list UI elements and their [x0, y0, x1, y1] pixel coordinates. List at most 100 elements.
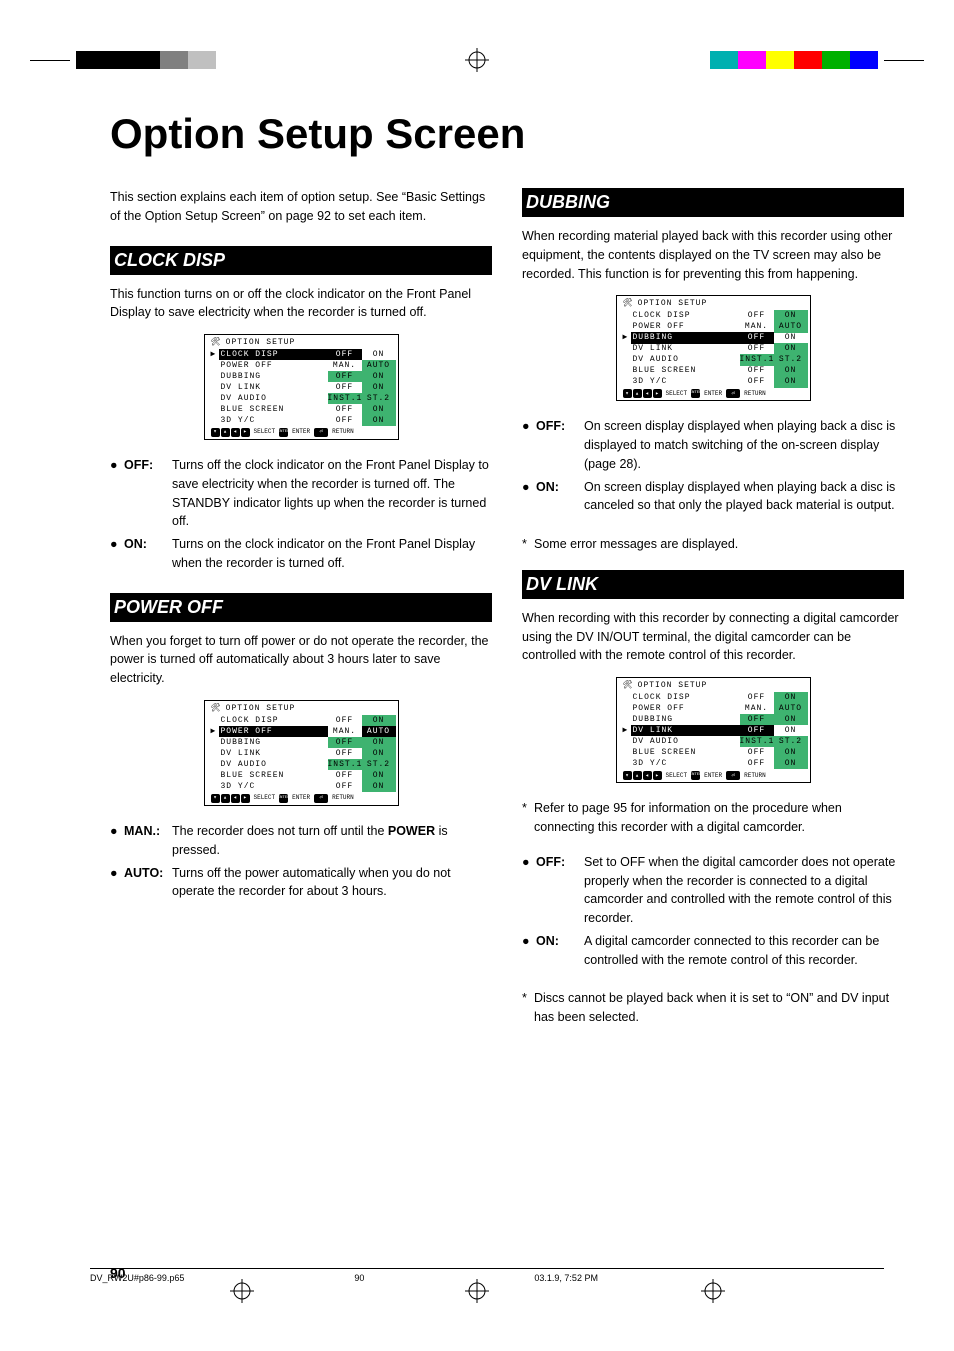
enter-key-icon: ENTER [279, 794, 288, 803]
osd-option: INST.1 [328, 759, 362, 770]
osd-row: DV LINKOFFON [619, 343, 808, 354]
osd-row-label: 3D Y/C [631, 376, 740, 387]
color-swatch [188, 51, 216, 69]
osd-option: ON [362, 770, 396, 781]
osd-row-label: CLOCK DISP [631, 692, 740, 703]
section-body: When you forget to turn off power or do … [110, 632, 492, 688]
bullet-dot-icon: ● [110, 822, 124, 860]
osd-option: AUTO [362, 360, 396, 371]
osd-row-label: DV AUDIO [631, 736, 740, 747]
osd-row-label: BLUE SCREEN [631, 747, 740, 758]
osd-screenshot-dubbing: 🛠OPTION SETUPCLOCK DISPOFFONPOWER OFFMAN… [616, 295, 811, 401]
osd-option: OFF [740, 376, 774, 387]
osd-option: ON [774, 747, 808, 758]
return-key-icon: ⏎ [314, 794, 328, 803]
bullet-label: OFF: [124, 456, 172, 531]
osd-row: POWER OFFMAN.AUTO [619, 703, 808, 714]
section-header-power-off: POWER OFF [110, 593, 492, 622]
pointer-icon: ▶ [623, 332, 631, 343]
osd-option: ON [362, 371, 396, 382]
bullet-text: Set to OFF when the digital camcorder do… [584, 853, 904, 928]
bullet-item: ●ON:On screen display displayed when pla… [522, 478, 904, 516]
osd-option: ON [774, 376, 808, 387]
osd-row: DV LINKOFFON [207, 748, 396, 759]
osd-option: ON [362, 715, 396, 726]
osd-option: ON [774, 758, 808, 769]
footnote-text: Discs cannot be played back when it is s… [534, 989, 904, 1027]
bullet-list: ●MAN.:The recorder does not turn off unt… [110, 822, 492, 901]
osd-option: ST.2 [774, 354, 808, 365]
enter-key-icon: ENTER [691, 771, 700, 780]
osd-row-label: DV LINK [219, 382, 328, 393]
footnote-star: * [522, 535, 534, 554]
bullet-text: Turns on the clock indicator on the Fron… [172, 535, 492, 573]
bullet-item: ●OFF:Turns off the clock indicator on th… [110, 456, 492, 531]
color-swatch [738, 51, 766, 69]
color-swatch [160, 51, 188, 69]
tools-icon: 🛠 [623, 680, 634, 691]
osd-option: ON [774, 332, 808, 343]
osd-title: 🛠OPTION SETUP [207, 337, 396, 348]
bullet-label: OFF: [536, 417, 584, 473]
osd-option: OFF [328, 781, 362, 792]
section-body: This function turns on or off the clock … [110, 285, 492, 323]
osd-row-label: DV LINK [631, 725, 740, 736]
bullet-dot-icon: ● [522, 853, 536, 928]
color-swatch [132, 51, 160, 69]
osd-row-label: CLOCK DISP [219, 349, 328, 360]
print-footer: DV_RW2U#p86-99.p65 90 03.1.9, 7:52 PM [90, 1268, 884, 1283]
osd-option: ON [362, 737, 396, 748]
tools-icon: 🛠 [211, 703, 222, 714]
osd-footer: ▾▴◂▸SELECTENTERENTER⏎RETURN [619, 769, 808, 780]
osd-option: OFF [328, 748, 362, 759]
footnote-text: Refer to page 95 for information on the … [534, 799, 904, 837]
page-content: Option Setup Screen This section explain… [110, 110, 904, 1241]
osd-option: ON [774, 343, 808, 354]
color-swatch [216, 51, 244, 69]
osd-option: OFF [740, 758, 774, 769]
osd-row: ▶DV LINKOFFON [619, 725, 808, 736]
osd-row: DUBBINGOFFON [207, 371, 396, 382]
footnote-star: * [522, 799, 534, 837]
footnote: * Refer to page 95 for information on th… [522, 799, 904, 837]
color-swatch [766, 51, 794, 69]
bullet-label: ON: [536, 932, 584, 970]
crop-color-bars-left [76, 51, 244, 69]
section-header-label: CLOCK DISP [114, 250, 225, 270]
arrow-keys-icon: ▾▴◂▸ [623, 771, 662, 780]
bullet-dot-icon: ● [110, 864, 124, 902]
osd-row-label: BLUE SCREEN [631, 365, 740, 376]
osd-option: OFF [740, 725, 774, 736]
section-header-dv-link: DV LINK [522, 570, 904, 599]
osd-footer: ▾▴◂▸SELECTENTERENTER⏎RETURN [207, 426, 396, 437]
osd-option: ST.2 [362, 759, 396, 770]
bullet-label: ON: [536, 478, 584, 516]
osd-option: ST.2 [774, 736, 808, 747]
osd-option: OFF [328, 371, 362, 382]
osd-option: OFF [328, 404, 362, 415]
osd-option: OFF [740, 747, 774, 758]
return-key-icon: ⏎ [726, 771, 740, 780]
osd-option: ON [362, 781, 396, 792]
bullet-list: ●OFF:Set to OFF when the digital camcord… [522, 853, 904, 970]
color-swatch [76, 51, 104, 69]
osd-option: INST.1 [328, 393, 362, 404]
crop-line [30, 60, 70, 61]
bullet-label: AUTO: [124, 864, 172, 902]
osd-row: 3D Y/COFFON [207, 781, 396, 792]
osd-footer-select: SELECT [254, 794, 276, 802]
osd-title: 🛠OPTION SETUP [619, 298, 808, 309]
osd-row-label: BLUE SCREEN [219, 770, 328, 781]
footnote: * Discs cannot be played back when it is… [522, 989, 904, 1027]
osd-row-label: POWER OFF [219, 360, 328, 371]
section-body: When recording material played back with… [522, 227, 904, 283]
osd-row: DUBBINGOFFON [207, 737, 396, 748]
bullet-label: ON: [124, 535, 172, 573]
osd-option: MAN. [740, 321, 774, 332]
osd-footer-return: RETURN [744, 772, 766, 780]
enter-key-icon: ENTER [691, 389, 700, 398]
color-swatch [794, 51, 822, 69]
osd-row-label: POWER OFF [219, 726, 328, 737]
osd-option: ST.2 [362, 393, 396, 404]
osd-option: ON [362, 382, 396, 393]
